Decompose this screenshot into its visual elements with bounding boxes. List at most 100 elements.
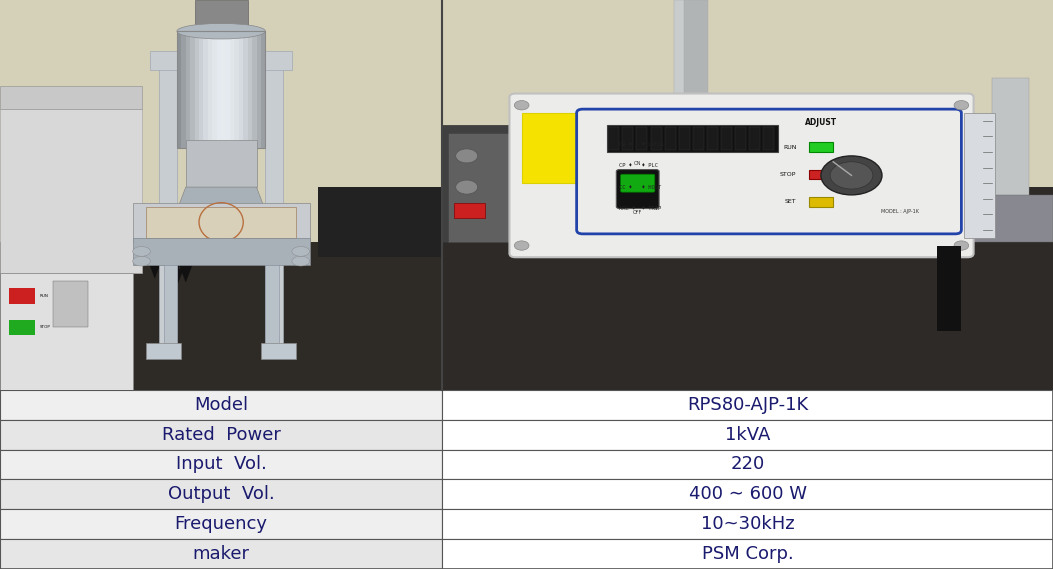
Bar — [221, 31, 225, 148]
Text: RPS80-AJP-1K: RPS80-AJP-1K — [687, 395, 809, 414]
Bar — [0, 420, 442, 450]
Bar — [955, 195, 1053, 242]
Bar — [53, 281, 88, 327]
Text: ARC ♦  ♦ TRIP: ARC ♦ ♦ TRIP — [619, 206, 661, 211]
FancyArrow shape — [148, 242, 161, 279]
FancyArrow shape — [171, 249, 183, 286]
Bar — [225, 31, 230, 148]
Text: STOP: STOP — [40, 325, 51, 329]
Text: CV ♦   ♦ LOCAL: CV ♦ ♦ LOCAL — [619, 142, 664, 147]
Bar — [203, 31, 207, 148]
Bar — [965, 113, 995, 238]
Bar — [608, 125, 778, 152]
Bar — [809, 197, 833, 207]
Ellipse shape — [292, 256, 310, 266]
Bar — [232, 207, 243, 234]
Bar — [664, 127, 676, 150]
Bar — [979, 203, 1053, 234]
Bar — [163, 265, 177, 351]
Text: ON: ON — [634, 162, 641, 166]
Ellipse shape — [195, 23, 247, 39]
Bar — [674, 0, 690, 187]
Bar — [133, 203, 310, 242]
Bar — [146, 207, 296, 238]
Bar — [749, 127, 760, 150]
Bar — [217, 31, 221, 148]
Bar — [809, 142, 833, 152]
Text: 400 ∼ 600 W: 400 ∼ 600 W — [689, 485, 807, 504]
Bar — [146, 343, 181, 358]
Bar — [133, 238, 310, 265]
Bar — [0, 509, 442, 539]
Text: 220: 220 — [731, 455, 764, 473]
Bar — [0, 539, 442, 569]
Bar — [247, 31, 252, 148]
Text: Output  Vol.: Output Vol. — [167, 485, 275, 504]
Ellipse shape — [177, 23, 265, 39]
Circle shape — [830, 162, 873, 189]
Bar — [8, 288, 36, 304]
Ellipse shape — [133, 256, 151, 266]
Polygon shape — [177, 187, 265, 211]
Bar — [252, 31, 257, 148]
Bar — [265, 59, 283, 351]
Bar — [0, 273, 133, 390]
Bar — [678, 127, 690, 150]
Bar — [521, 113, 577, 183]
Bar — [185, 207, 197, 234]
Bar — [636, 127, 648, 150]
FancyBboxPatch shape — [510, 93, 974, 257]
Bar — [609, 127, 619, 150]
Bar — [442, 0, 1053, 187]
Bar — [0, 0, 442, 242]
Bar — [762, 127, 774, 150]
Bar — [442, 420, 1053, 450]
Text: CC ♦   ♦ HOST: CC ♦ ♦ HOST — [619, 184, 661, 189]
Text: PSM Corp.: PSM Corp. — [701, 545, 794, 563]
Bar — [207, 31, 213, 148]
Bar — [0, 450, 442, 479]
Bar — [217, 207, 227, 234]
Circle shape — [456, 180, 478, 194]
Bar — [693, 127, 703, 150]
Text: SET: SET — [784, 199, 796, 204]
Bar — [622, 127, 634, 150]
Text: CP ♦   ♦ PLC: CP ♦ ♦ PLC — [619, 163, 658, 168]
Bar — [0, 479, 442, 509]
Text: RUN: RUN — [783, 145, 796, 150]
Bar — [195, 31, 199, 148]
Circle shape — [954, 101, 969, 110]
Circle shape — [514, 101, 529, 110]
Bar — [0, 390, 442, 420]
Bar — [720, 127, 732, 150]
Bar — [151, 51, 292, 70]
Text: maker: maker — [193, 545, 250, 563]
Bar — [442, 187, 1053, 390]
Ellipse shape — [133, 246, 151, 256]
Bar — [159, 59, 177, 351]
Bar — [442, 509, 1053, 539]
Bar — [185, 31, 191, 148]
Bar — [235, 31, 239, 148]
Bar — [185, 141, 257, 187]
Bar — [455, 203, 485, 218]
Bar — [442, 479, 1053, 509]
Bar — [0, 86, 141, 109]
Text: Frequency: Frequency — [175, 515, 267, 533]
Text: Input  Vol.: Input Vol. — [176, 455, 266, 473]
Bar — [195, 0, 247, 31]
Circle shape — [821, 156, 882, 195]
Text: Model: Model — [194, 395, 249, 414]
Bar — [191, 31, 195, 148]
Circle shape — [514, 241, 529, 250]
Text: 1kVA: 1kVA — [724, 426, 771, 444]
Text: 10~30kHz: 10~30kHz — [701, 515, 794, 533]
Bar — [261, 31, 265, 148]
Bar — [201, 207, 213, 234]
Bar — [442, 390, 1053, 420]
Bar — [261, 343, 296, 358]
FancyArrow shape — [179, 246, 193, 283]
Circle shape — [456, 149, 478, 163]
Bar — [683, 0, 708, 187]
Bar — [257, 31, 261, 148]
